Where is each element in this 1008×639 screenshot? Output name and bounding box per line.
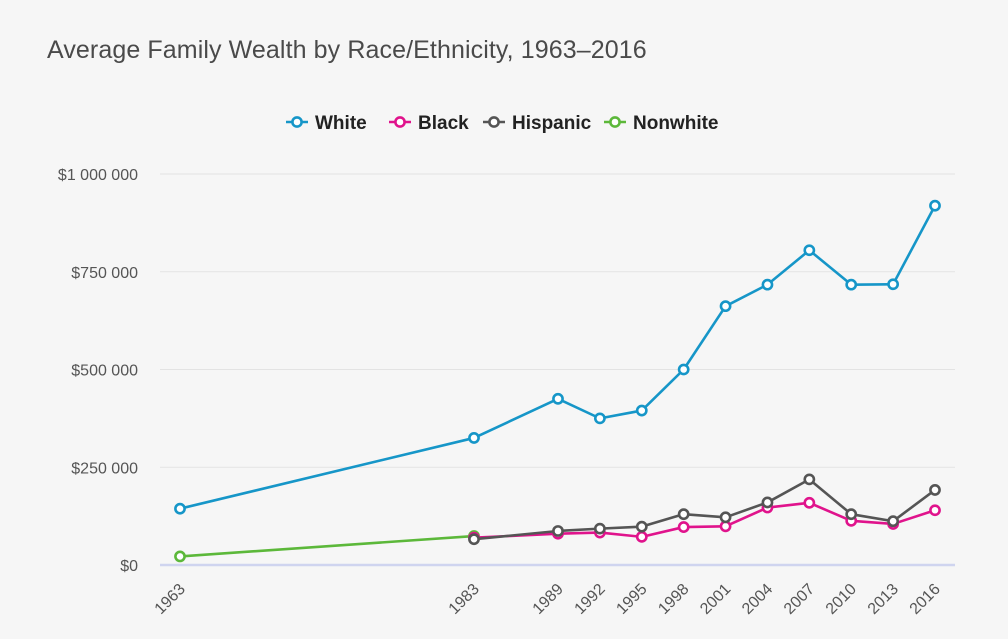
data-point-black[interactable] (677, 521, 690, 533)
data-point-white[interactable] (719, 300, 732, 313)
series-line-nonwhite (179, 534, 475, 558)
legend-label: Hispanic (512, 113, 592, 134)
data-point-white[interactable] (174, 502, 186, 515)
data-point-black[interactable] (635, 530, 648, 543)
series-line-hispanic (473, 478, 936, 541)
x-tick-label: 2007 (781, 581, 818, 618)
x-tick-label: 2001 (697, 581, 734, 618)
x-tick-label: 2004 (739, 581, 776, 618)
legend-label: Black (418, 113, 469, 134)
data-point-white[interactable] (635, 404, 648, 417)
legend-marker (488, 116, 500, 128)
x-tick-label: 1989 (530, 581, 567, 618)
x-tick-label: 2013 (865, 581, 902, 618)
data-point-hispanic[interactable] (593, 522, 606, 535)
data-point-white[interactable] (845, 278, 858, 291)
data-point-hispanic[interactable] (677, 508, 690, 521)
legend-item-white[interactable]: White (286, 113, 367, 134)
data-point-white[interactable] (761, 278, 774, 291)
data-point-black[interactable] (803, 496, 816, 509)
y-tick-label: $500 000 (71, 363, 138, 380)
data-point-hispanic[interactable] (635, 520, 648, 533)
x-tick-label: 1963 (152, 581, 189, 618)
data-point-white[interactable] (552, 392, 564, 405)
data-point-hispanic[interactable] (929, 484, 941, 496)
legend-marker (609, 116, 621, 128)
legend-item-black[interactable]: Black (389, 113, 469, 134)
y-tick-label: $0 (120, 558, 138, 575)
data-point-hispanic[interactable] (845, 508, 858, 521)
legend-marker (291, 116, 303, 128)
legend-label: White (315, 113, 367, 134)
y-tick-label: $750 000 (71, 265, 138, 282)
legend-marker (394, 116, 406, 128)
data-point-hispanic[interactable] (803, 473, 816, 486)
x-tick-label: 1998 (655, 581, 692, 618)
legend-item-hispanic[interactable]: Hispanic (483, 113, 592, 134)
data-point-hispanic[interactable] (887, 515, 900, 528)
x-tick-label: 2010 (823, 581, 860, 618)
series-line-white (179, 205, 937, 510)
data-point-white[interactable] (929, 199, 941, 212)
x-tick-label: 2016 (907, 581, 944, 618)
data-point-hispanic[interactable] (552, 525, 564, 537)
legend-label: Nonwhite (633, 113, 719, 134)
data-point-white[interactable] (887, 278, 900, 291)
data-point-hispanic[interactable] (468, 533, 480, 546)
data-point-hispanic[interactable] (761, 496, 774, 509)
x-tick-label: 1995 (613, 581, 650, 618)
chart-title: Average Family Wealth by Race/Ethnicity,… (47, 36, 647, 64)
data-point-white[interactable] (677, 363, 690, 376)
data-point-white[interactable] (468, 432, 480, 444)
data-point-nonwhite[interactable] (174, 550, 186, 563)
x-tick-label: 1983 (446, 581, 483, 618)
x-tick-label: 1992 (572, 581, 609, 618)
y-tick-label: $250 000 (71, 460, 138, 477)
data-point-hispanic[interactable] (719, 511, 732, 524)
legend-item-nonwhite[interactable]: Nonwhite (604, 113, 719, 134)
y-tick-label: $1 000 000 (58, 167, 138, 184)
data-point-black[interactable] (929, 504, 941, 517)
data-point-white[interactable] (803, 244, 816, 257)
data-point-white[interactable] (593, 412, 606, 425)
